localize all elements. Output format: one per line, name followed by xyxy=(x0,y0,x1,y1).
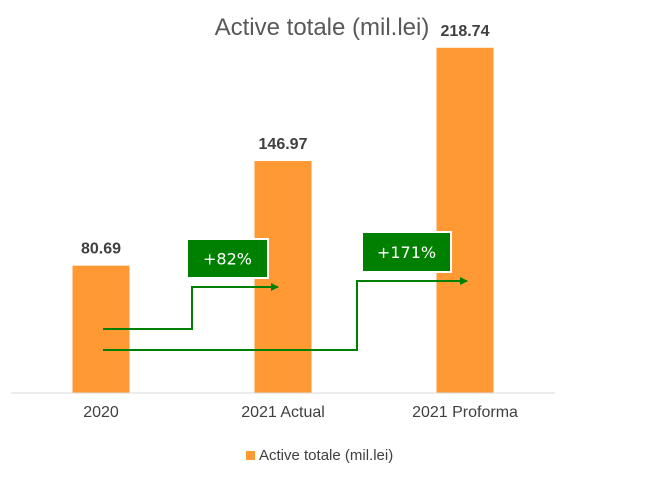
growth-badge-label-1: +171% xyxy=(377,243,436,262)
growth-badge-0 xyxy=(186,238,269,279)
x-tick-0: 2020 xyxy=(83,404,119,421)
chart-title: Active totale (mil.lei) xyxy=(215,14,430,41)
bar-2 xyxy=(436,47,494,394)
growth-arrow-0 xyxy=(103,283,279,330)
x-tick-labels: 2020 2021 Actual 2021 Proforma xyxy=(83,404,518,421)
x-tick-1: 2021 Actual xyxy=(241,404,325,421)
data-label-2: 218.74 xyxy=(441,23,490,40)
legend-swatch xyxy=(246,451,255,460)
legend: Active totale (mil.lei) xyxy=(246,447,393,464)
growth-annotations: +82% +171% xyxy=(103,231,468,351)
growth-badge-1 xyxy=(361,231,452,273)
growth-arrow-1 xyxy=(103,277,468,351)
growth-badge-label-0: +82% xyxy=(203,250,252,269)
data-label-0: 80.69 xyxy=(81,241,121,258)
x-tick-2: 2021 Proforma xyxy=(412,404,518,421)
legend-label: Active totale (mil.lei) xyxy=(259,447,393,464)
data-label-1: 146.97 xyxy=(259,136,308,153)
bar-group: 80.69 146.97 218.74 xyxy=(72,23,494,394)
